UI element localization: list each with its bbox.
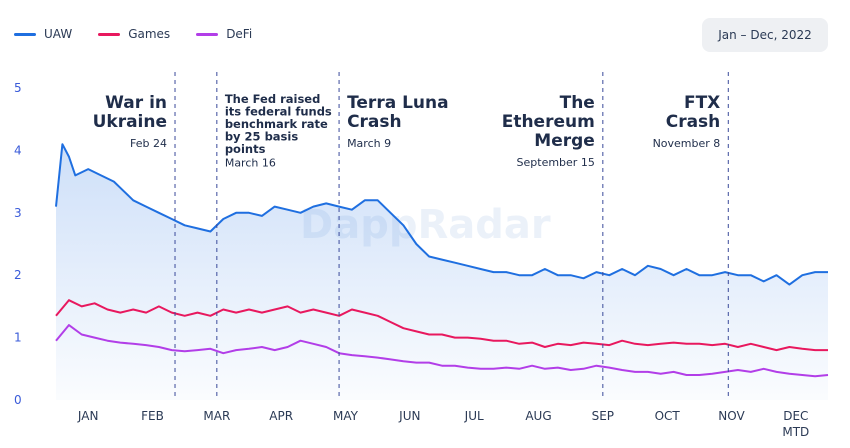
x-tick-label: JAN [77, 409, 99, 423]
legend-item-uaw[interactable]: UAW [14, 27, 72, 41]
legend-label-games: Games [128, 27, 171, 41]
x-tick-label: JUL [464, 409, 484, 423]
x-tick-label: MAY [333, 409, 359, 423]
x-tick-label: MTD [782, 425, 809, 439]
series-line-defi [55, 324, 829, 378]
event-date: March 9 [347, 137, 391, 150]
series-line-uaw [55, 143, 828, 286]
event-title: Ethereum [502, 112, 595, 132]
x-tick-label: DEC [783, 409, 808, 423]
legend-label-uaw: UAW [44, 27, 73, 41]
y-tick-label: 3 [14, 206, 22, 220]
event-title: its federal funds [225, 105, 332, 119]
x-tick-label: APR [269, 409, 293, 423]
series-line-games [55, 299, 828, 352]
y-tick-label: 5 [14, 81, 22, 95]
event-date: March 16 [225, 157, 276, 170]
event-title: The Fed raised [225, 92, 321, 106]
legend-swatch-uaw [14, 32, 36, 36]
event-date: Feb 24 [130, 137, 167, 150]
y-tick-label: 0 [14, 393, 22, 407]
legend: UAW Games DeFi [14, 27, 252, 41]
x-tick-label: SEP [592, 409, 614, 423]
x-tick-label: JUN [398, 409, 420, 423]
y-tick-label: 1 [14, 331, 22, 345]
event-title: benchmark rate [225, 117, 328, 131]
event-title: Terra Luna [347, 93, 449, 113]
event-date: September 15 [517, 156, 595, 169]
legend-item-games[interactable]: Games [98, 27, 170, 41]
x-tick-label: OCT [655, 409, 681, 423]
event-title: Merge [534, 131, 595, 151]
legend-swatch-defi [196, 32, 219, 36]
event-title: Crash [347, 112, 402, 132]
event-title: The [560, 93, 595, 113]
legend-item-defi[interactable]: DeFi [196, 27, 252, 41]
event-title: by 25 basis [225, 130, 299, 144]
event-title: points [225, 142, 266, 156]
y-tick-label: 2 [14, 268, 22, 282]
x-tick-label: AUG [525, 409, 551, 423]
x-tick-label: FEB [141, 409, 164, 423]
x-tick-label: NOV [718, 409, 745, 423]
event-title: Crash [666, 112, 721, 132]
event-title: Ukraine [93, 112, 167, 132]
x-tick-label: MAR [203, 409, 230, 423]
event-title: War in [105, 93, 167, 113]
series-area-uaw [56, 144, 828, 400]
event-date: November 8 [653, 137, 721, 150]
date-range-button[interactable]: Jan – Dec, 2022 [702, 18, 828, 52]
event-title: FTX [684, 93, 720, 113]
legend-label-defi: DeFi [226, 27, 253, 41]
y-tick-label: 4 [14, 143, 22, 157]
legend-swatch-games [98, 32, 121, 36]
